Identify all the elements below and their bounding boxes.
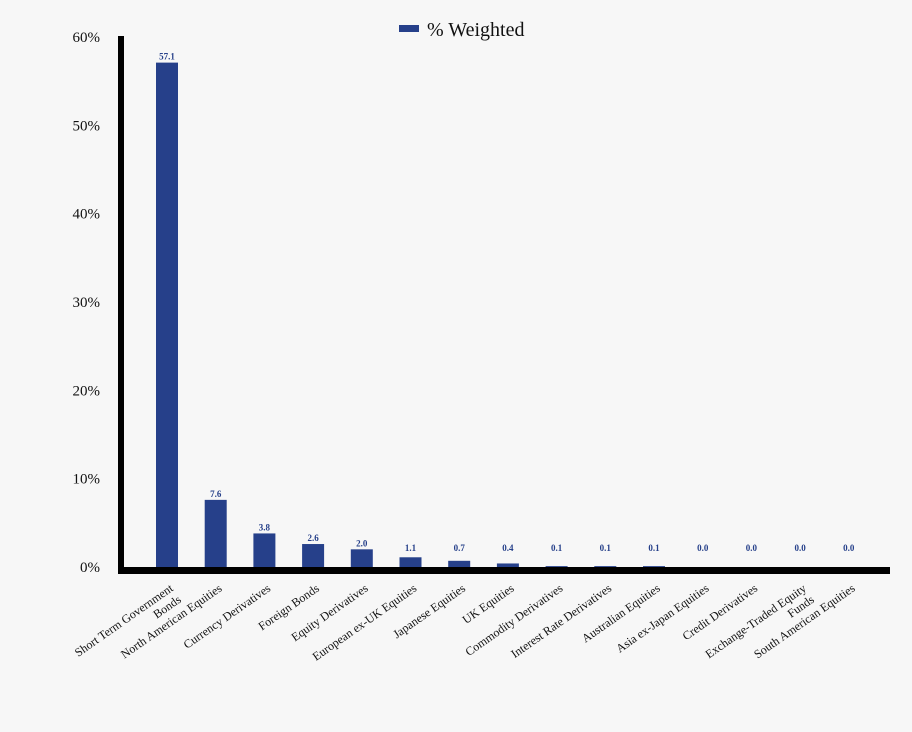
data-label: 2.0 [356,538,368,548]
bar [204,499,227,567]
legend-swatch [399,25,419,32]
data-label: 0.4 [502,543,514,553]
data-label: 0.1 [648,543,660,553]
legend-label: % Weighted [427,19,524,41]
axes [118,36,890,574]
y-tick-label: 40% [73,207,101,223]
y-tick-label: 30% [73,295,101,311]
y-tick-label: 60% [73,30,101,46]
data-label: 0.1 [600,543,612,553]
bar [448,560,471,567]
y-tick-label: 20% [73,383,101,399]
data-label: 3.8 [259,522,271,532]
x-tick-label: Currency Derivatives [181,581,274,652]
x-tick-label: Asia ex-Japan Equities [613,581,711,656]
y-axis-line [118,36,124,572]
y-tick-label: 0% [80,560,100,576]
bar [545,566,568,567]
legend: % Weighted [399,19,524,41]
bar [594,566,617,567]
data-label: 0.0 [746,543,758,553]
data-label: 0.7 [454,543,466,553]
x-axis-line [118,567,890,574]
data-label: 0.0 [843,543,855,553]
data-label: 57.1 [159,52,175,62]
bars [156,62,665,567]
data-label: 7.6 [210,489,222,499]
bar [156,62,178,567]
y-tick-label: 10% [73,472,101,488]
data-label: 0.1 [551,543,563,553]
bar [643,566,665,567]
data-label: 2.6 [307,533,319,543]
bar [496,563,519,567]
y-axis-ticks: 0% 10% 20% 30% 40% 50% 60% [73,30,101,576]
bar [253,533,276,567]
data-label: 0.0 [697,543,709,553]
data-label: 1.1 [405,543,417,553]
bar [350,549,373,567]
x-tick-label-line: Currency Derivatives [181,581,274,652]
bar [399,557,422,567]
data-labels: 57.1 7.6 3.8 2.6 2.0 1.1 0.7 0.4 0.1 0.1 0.1 0.0 0.0… [159,52,855,553]
x-tick-label-line: Asia ex-Japan Equities [613,581,711,656]
data-label: 0.0 [794,543,806,553]
y-tick-label: 50% [73,118,101,134]
bar [302,544,325,567]
